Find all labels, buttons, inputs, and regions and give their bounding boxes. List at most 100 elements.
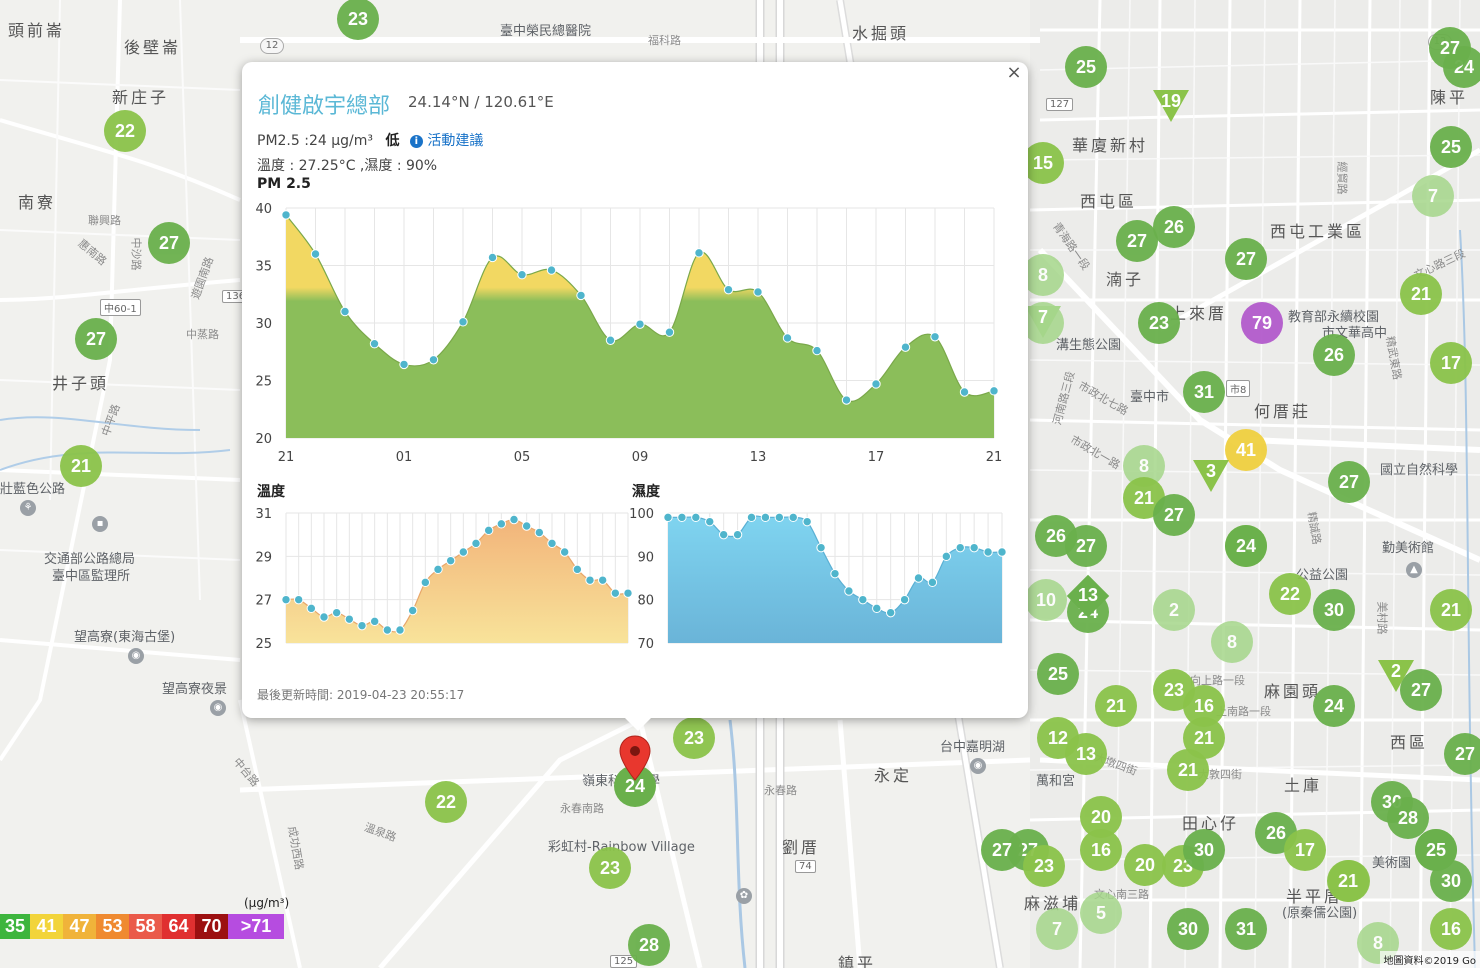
close-icon[interactable]: × — [1006, 62, 1022, 83]
aqi-station-marker[interactable]: 7 — [1036, 908, 1078, 950]
aqi-station-marker[interactable]: 16 — [1080, 829, 1122, 871]
data-point — [458, 317, 468, 327]
street-label: 經貿路 — [1335, 161, 1349, 195]
street-label: 美村路 — [1375, 601, 1389, 635]
aqi-station-marker[interactable]: 21 — [1430, 589, 1472, 631]
place-label: 麻園頭 — [1264, 682, 1322, 701]
aqi-station-marker[interactable]: 10 — [1025, 579, 1067, 621]
aqi-sensor-triangle-marker[interactable] — [1153, 90, 1189, 122]
aqi-station-marker[interactable]: 27 — [981, 829, 1023, 871]
aqi-station-marker[interactable]: 28 — [628, 924, 670, 966]
aqi-station-marker[interactable]: 31 — [1225, 908, 1267, 950]
place-label: 西區 — [1390, 733, 1429, 752]
temple-icon[interactable]: ✿ — [736, 888, 752, 904]
aqi-station-marker[interactable]: 25 — [1430, 126, 1472, 168]
aqi-station-marker[interactable]: 31 — [1183, 371, 1225, 413]
aqi-station-marker[interactable]: 26 — [1153, 206, 1195, 248]
data-point — [723, 284, 734, 295]
info-icon: i — [409, 135, 423, 148]
aqi-station-marker[interactable]: 21 — [1327, 860, 1369, 902]
aqi-station-marker[interactable]: 20 — [1080, 796, 1122, 838]
data-point — [407, 605, 418, 616]
aqi-station-marker[interactable]: 22 — [1269, 573, 1311, 615]
aqi-station-marker[interactable]: 23 — [1023, 845, 1065, 887]
aqi-station-marker[interactable]: 27 — [75, 318, 117, 360]
data-point — [471, 538, 481, 549]
aqi-station-marker[interactable]: 41 — [1225, 429, 1267, 471]
street-label: 永春路 — [764, 784, 797, 797]
aqi-station-marker[interactable]: 17 — [1284, 829, 1326, 871]
camera-icon[interactable]: ◉ — [970, 758, 986, 774]
aqi-station-marker[interactable]: 16 — [1430, 908, 1472, 950]
aqi-station-marker[interactable]: 17 — [1430, 342, 1472, 384]
data-point — [310, 249, 321, 259]
aqi-station-marker[interactable]: 27 — [1116, 220, 1158, 262]
aqi-station-marker[interactable]: 79 — [1241, 302, 1283, 344]
data-point — [774, 512, 785, 523]
aqi-station-marker[interactable]: 25 — [1037, 653, 1079, 695]
place-label: 新庄子 — [112, 88, 170, 107]
aqi-station-marker[interactable]: 26 — [1035, 515, 1077, 557]
aqi-station-marker[interactable]: 27 — [1328, 461, 1370, 503]
aqi-station-marker[interactable]: 20 — [1124, 844, 1166, 886]
aqi-station-marker[interactable]: 27 — [148, 222, 190, 264]
data-point — [331, 607, 342, 618]
aqi-station-marker[interactable]: 22 — [425, 781, 467, 823]
aqi-station-marker[interactable]: 23 — [337, 0, 379, 40]
selected-location-pin-icon[interactable] — [618, 734, 652, 784]
aqi-station-marker[interactable]: 25 — [1065, 46, 1107, 88]
map-attribution[interactable]: 地圖資料©2019 Go — [1379, 951, 1480, 968]
aqi-station-marker[interactable]: 22 — [104, 110, 146, 152]
aqi-station-marker[interactable]: 7 — [1412, 175, 1454, 217]
aqi-station-marker[interactable]: 23 — [589, 847, 631, 889]
aqi-station-marker[interactable]: 27 — [1429, 27, 1471, 69]
data-point — [369, 339, 380, 349]
aqi-station-marker[interactable]: 5 — [1080, 892, 1122, 934]
humidity-group: 70 80 90 100 — [629, 507, 1007, 652]
aqi-station-marker[interactable]: 21 — [1400, 273, 1442, 315]
aqi-sensor-triangle-marker[interactable] — [1025, 306, 1061, 338]
museum-icon[interactable]: ▲ — [1406, 562, 1422, 578]
pm25-value: PM2.5 :24 μg/m³ — [257, 133, 373, 149]
aqi-station-marker[interactable]: 2 — [1153, 589, 1195, 631]
data-point — [900, 342, 911, 352]
viewpoint-icon[interactable]: ◉ — [210, 700, 226, 716]
place-label: 西屯區 — [1080, 192, 1138, 211]
aqi-station-marker[interactable]: 23 — [1138, 302, 1180, 344]
aqi-station-marker[interactable]: 30 — [1183, 829, 1225, 871]
aqi-station-marker[interactable]: 28 — [1387, 797, 1429, 839]
aqi-sensor-triangle-marker[interactable] — [1193, 460, 1229, 492]
aqi-station-marker[interactable]: 24 — [1313, 685, 1355, 727]
data-point — [428, 355, 439, 365]
aqi-station-marker[interactable]: 13 — [1065, 733, 1107, 775]
aqi-station-marker[interactable]: 8 — [1022, 254, 1064, 296]
station-info-popup: × 創健啟宇總部 24.14°N / 120.61°E PM2.5 :24 μg… — [242, 62, 1028, 731]
street-label: 上南路一段 — [1216, 705, 1271, 718]
aqi-station-marker[interactable]: 25 — [1415, 829, 1457, 871]
aqi-sensor-triangle-marker[interactable] — [1378, 660, 1414, 692]
park-icon[interactable]: ⚘ — [20, 500, 36, 516]
x-tick-label: 17 — [868, 450, 885, 465]
aqi-station-marker[interactable]: 21 — [60, 445, 102, 487]
activity-advice-link[interactable]: i 活動建議 — [409, 133, 483, 149]
aqi-station-marker[interactable]: 8 — [1211, 621, 1253, 663]
data-point — [753, 287, 763, 297]
aqi-station-marker[interactable]: 24 — [1225, 525, 1267, 567]
aqi-station-marker[interactable]: 27 — [1225, 238, 1267, 280]
aqi-station-marker[interactable]: 21 — [1167, 749, 1209, 791]
building-icon[interactable]: ▪ — [92, 516, 108, 532]
aqi-station-marker[interactable]: 23 — [673, 717, 715, 759]
aqi-station-marker[interactable]: 26 — [1313, 334, 1355, 376]
aqi-station-marker[interactable]: 15 — [1022, 142, 1064, 184]
route-shield: 市8 — [1226, 380, 1251, 397]
aqi-station-marker[interactable]: 27 — [1153, 494, 1195, 536]
viewpoint-icon[interactable]: ◉ — [128, 648, 144, 664]
y-tick-label: 20 — [255, 432, 272, 447]
aqi-station-marker[interactable]: 21 — [1095, 685, 1137, 727]
legend-cell: 35 — [0, 914, 30, 939]
data-point — [913, 573, 924, 583]
aqi-station-marker[interactable]: 30 — [1167, 908, 1209, 950]
aqi-station-marker[interactable]: 27 — [1444, 733, 1480, 775]
temperature-chart-title: 溫度 — [257, 484, 285, 500]
aqi-station-marker[interactable]: 30 — [1313, 589, 1355, 631]
